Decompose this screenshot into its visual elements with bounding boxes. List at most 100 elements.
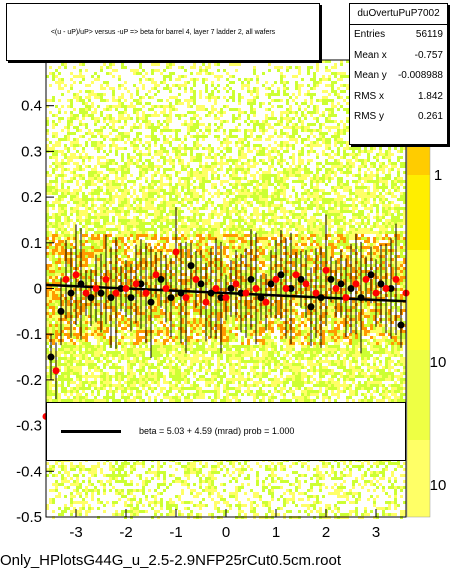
- heatmap-cell: [217, 234, 220, 237]
- heatmap-cell: [322, 99, 325, 102]
- heatmap-cell: [283, 261, 286, 264]
- heatmap-cell: [316, 141, 319, 144]
- heatmap-cell: [202, 174, 205, 177]
- heatmap-cell: [259, 228, 262, 231]
- heatmap-cell: [334, 174, 337, 177]
- heatmap-cell: [151, 204, 154, 207]
- heatmap-cell: [91, 117, 94, 120]
- heatmap-cell: [94, 222, 97, 225]
- heatmap-cell: [61, 171, 64, 174]
- heatmap-cell: [322, 138, 325, 141]
- heatmap-cell: [334, 246, 337, 249]
- heatmap-cell: [322, 153, 325, 156]
- heatmap-cell: [202, 195, 205, 198]
- heatmap-cell: [316, 246, 319, 249]
- heatmap-cell: [271, 237, 274, 240]
- heatmap-cell: [397, 213, 400, 216]
- heatmap-cell: [223, 246, 226, 249]
- heatmap-cell: [364, 255, 367, 258]
- heatmap-cell: [322, 228, 325, 231]
- heatmap-cell: [268, 234, 271, 237]
- heatmap-cell: [169, 129, 172, 132]
- heatmap-cell: [376, 159, 379, 162]
- heatmap-cell: [82, 75, 85, 78]
- heatmap-cell: [142, 219, 145, 222]
- heatmap-cell: [196, 123, 199, 126]
- heatmap-cell: [301, 150, 304, 153]
- heatmap-cell: [178, 171, 181, 174]
- heatmap-cell: [85, 195, 88, 198]
- heatmap-cell: [331, 165, 334, 168]
- heatmap-cell: [283, 132, 286, 135]
- heatmap-cell: [241, 147, 244, 150]
- heatmap-cell: [94, 123, 97, 126]
- heatmap-cell: [268, 240, 271, 243]
- heatmap-cell: [217, 264, 220, 267]
- heatmap-cell: [370, 225, 373, 228]
- heatmap-cell: [121, 165, 124, 168]
- heatmap-cell: [112, 123, 115, 126]
- heatmap-cell: [115, 234, 118, 237]
- heatmap-cell: [178, 201, 181, 204]
- heatmap-cell: [55, 222, 58, 225]
- heatmap-cell: [262, 72, 265, 75]
- heatmap-cell: [250, 93, 253, 96]
- heatmap-cell: [379, 153, 382, 156]
- heatmap-cell: [283, 150, 286, 153]
- heatmap-cell: [322, 180, 325, 183]
- heatmap-cell: [232, 63, 235, 66]
- heatmap-cell: [238, 255, 241, 258]
- heatmap-cell: [403, 219, 406, 222]
- heatmap-cell: [397, 216, 400, 219]
- heatmap-cell: [193, 180, 196, 183]
- heatmap-cell: [145, 180, 148, 183]
- heatmap-cell: [292, 237, 295, 240]
- heatmap-cell: [337, 201, 340, 204]
- heatmap-cell: [241, 171, 244, 174]
- heatmap-cell: [112, 168, 115, 171]
- heatmap-cell: [190, 111, 193, 114]
- heatmap-cell: [223, 204, 226, 207]
- heatmap-cell: [58, 252, 61, 255]
- heatmap-cell: [151, 174, 154, 177]
- heatmap-cell: [292, 261, 295, 264]
- heatmap-cell: [58, 261, 61, 264]
- heatmap-cell: [328, 258, 331, 261]
- heatmap-cell: [109, 108, 112, 111]
- heatmap-cell: [151, 192, 154, 195]
- heatmap-cell: [247, 117, 250, 120]
- heatmap-cell: [181, 234, 184, 237]
- heatmap-cell: [112, 162, 115, 165]
- heatmap-cell: [358, 150, 361, 153]
- heatmap-cell: [259, 234, 262, 237]
- heatmap-cell: [262, 201, 265, 204]
- heatmap-cell: [322, 237, 325, 240]
- heatmap-cell: [178, 66, 181, 69]
- heatmap-cell: [112, 237, 115, 240]
- heatmap-cell: [196, 177, 199, 180]
- heatmap-cell: [58, 144, 61, 147]
- heatmap-cell: [388, 258, 391, 261]
- heatmap-cell: [271, 219, 274, 222]
- heatmap-cell: [211, 237, 214, 240]
- heatmap-cell: [121, 246, 124, 249]
- heatmap-cell: [157, 150, 160, 153]
- heatmap-cell: [346, 120, 349, 123]
- heatmap-cell: [361, 216, 364, 219]
- heatmap-cell: [304, 165, 307, 168]
- heatmap-cell: [58, 258, 61, 261]
- heatmap-cell: [175, 171, 178, 174]
- heatmap-cell: [178, 261, 181, 264]
- heatmap-cell: [271, 135, 274, 138]
- heatmap-cell: [82, 78, 85, 81]
- heatmap-cell: [391, 246, 394, 249]
- heatmap-cell: [178, 162, 181, 165]
- heatmap-cell: [220, 213, 223, 216]
- heatmap-cell: [313, 81, 316, 84]
- heatmap-cell: [67, 261, 70, 264]
- heatmap-cell: [187, 129, 190, 132]
- heatmap-cell: [298, 207, 301, 210]
- heatmap-cell: [178, 117, 181, 120]
- heatmap-cell: [154, 81, 157, 84]
- heatmap-cell: [238, 228, 241, 231]
